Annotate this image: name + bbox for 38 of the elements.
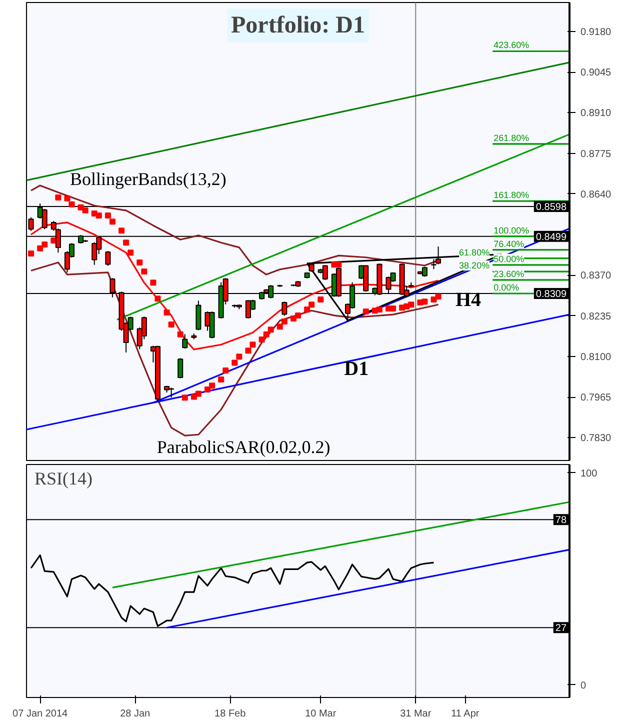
- series-label: 100.00%: [494, 225, 530, 236]
- annotation: D1: [344, 358, 369, 380]
- y-tick-label: 100: [580, 468, 598, 480]
- y-tick-label: 0.8775: [580, 148, 612, 160]
- chart-title: Portfolio: D1: [231, 12, 365, 38]
- y-tick-label: 0: [580, 680, 586, 692]
- series-label: 23.60%: [494, 268, 524, 279]
- x-tick-label: 11 Apr: [451, 708, 480, 720]
- y-tick-label: 0.9045: [580, 68, 612, 79]
- y-tick-label: 0.8640: [580, 189, 612, 200]
- y-tick-label: 0.8235: [580, 311, 612, 322]
- annotation: BollingerBands(13,2): [70, 168, 226, 189]
- series-label: 161.80%: [494, 190, 530, 200]
- series-label: 50.00%: [494, 254, 524, 264]
- x-tick-label: 28 Jan: [120, 708, 150, 720]
- series-label: 0.00%: [494, 282, 520, 292]
- ref-line-label: 27: [555, 623, 567, 634]
- series-label: 61.80%: [459, 247, 490, 258]
- y-tick-label: 0.7965: [580, 392, 612, 404]
- y-tick-label: 0.8370: [580, 270, 612, 282]
- y-tick-label: 0.7830: [580, 433, 612, 444]
- x-tick-label: 31 Mar: [400, 708, 432, 720]
- series-label: 261.80%: [494, 132, 530, 143]
- series-label: 38.20%: [459, 260, 490, 271]
- series-label: 423.60%: [494, 40, 530, 50]
- y-tick-label: 0.8100: [580, 352, 612, 363]
- series-label: 76.40%: [494, 238, 524, 249]
- ref-line-label: 0.8499: [536, 232, 567, 243]
- y-tick-label: 0.8910: [580, 108, 612, 120]
- ref-line-label: 0.8309: [536, 288, 567, 300]
- x-tick-label: 10 Mar: [305, 708, 337, 720]
- chart-title: RSI(14): [34, 468, 93, 488]
- annotation: ParabolicSAR(0.02,0.2): [156, 436, 330, 457]
- y-tick-label: 0.9180: [580, 26, 612, 38]
- ref-line-label: 78: [555, 515, 567, 526]
- x-tick-label: 18 Feb: [214, 708, 246, 720]
- ref-line-label: 0.8598: [536, 202, 567, 214]
- x-tick-label: 07 Jan 2014: [12, 708, 68, 720]
